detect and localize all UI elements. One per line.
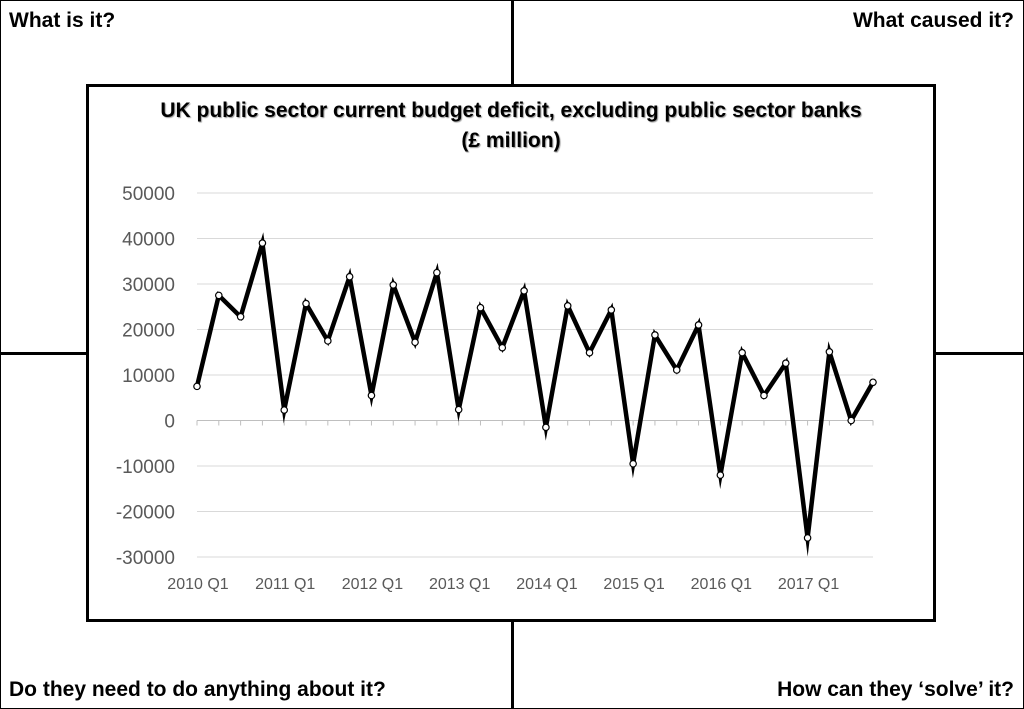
data-point <box>367 391 376 400</box>
x-tick-label: 2011 Q1 <box>255 576 315 593</box>
data-point <box>433 268 441 277</box>
prompt-what-is-it: What is it? <box>9 9 116 32</box>
data-point <box>280 406 289 414</box>
data-point <box>607 306 616 314</box>
data-point <box>781 359 790 367</box>
x-tick-label: 2015 Q1 <box>603 576 664 593</box>
x-tick-label: 2017 Q1 <box>778 576 839 593</box>
y-tick-label: 40000 <box>122 230 175 251</box>
prompt-what-caused-it: What caused it? <box>852 9 1014 32</box>
data-point <box>672 366 681 374</box>
quadrant-divider-top <box>511 0 514 86</box>
data-point <box>215 291 223 300</box>
chart-panel: UK public sector current budget deficit,… <box>86 84 936 622</box>
x-tick-label: 2012 Q1 <box>342 576 403 593</box>
data-point <box>847 416 855 425</box>
data-point <box>302 299 310 308</box>
y-tick-label: -10000 <box>116 457 175 478</box>
data-point <box>716 471 725 479</box>
data-point <box>454 405 463 414</box>
y-tick-label: -20000 <box>116 503 175 524</box>
quadrant-divider-left <box>0 352 88 355</box>
data-point <box>869 378 877 387</box>
data-point <box>585 348 594 357</box>
y-tick-label: 10000 <box>122 366 175 387</box>
data-point <box>825 347 834 356</box>
data-point <box>324 337 332 345</box>
data-point <box>651 331 659 339</box>
data-point <box>389 281 398 289</box>
chart-title-line-2: (£ million) <box>461 129 561 152</box>
data-point <box>476 303 485 312</box>
data-point <box>760 391 768 400</box>
data-point <box>694 321 703 329</box>
chart-title: UK public sector current budget deficit,… <box>89 96 933 156</box>
y-tick-label: -30000 <box>116 548 175 569</box>
quadrant-divider-bottom <box>511 622 514 709</box>
y-tick-label: 20000 <box>122 321 175 342</box>
data-point <box>542 423 550 432</box>
data-point <box>629 459 637 468</box>
data-point <box>498 343 507 352</box>
data-point <box>520 287 528 295</box>
chart-title-line-1: UK public sector current budget deficit,… <box>160 99 862 122</box>
data-point <box>236 312 245 321</box>
y-tick-label: 30000 <box>122 275 175 296</box>
quadrant-divider-right <box>936 352 1024 355</box>
data-point <box>563 302 572 310</box>
data-point <box>345 272 354 281</box>
x-tick-label: 2014 Q1 <box>516 576 577 593</box>
data-point <box>738 348 746 357</box>
data-point <box>411 338 419 347</box>
y-tick-label: 0 <box>164 412 175 433</box>
x-tick-label: 2010 Q1 <box>167 576 228 593</box>
data-point <box>803 534 812 542</box>
series-line <box>194 232 875 557</box>
prompt-need-to-act: Do they need to do anything about it? <box>9 678 386 701</box>
y-tick-label: 50000 <box>122 184 175 205</box>
line-chart: 50000 40000 30000 20000 10000 0 -10000 -20000 -3… <box>116 184 877 593</box>
data-point <box>193 382 201 391</box>
prompt-how-to-solve: How can they ‘solve’ it? <box>777 678 1014 701</box>
x-tick-label: 2016 Q1 <box>691 576 752 593</box>
x-tick-label: 2013 Q1 <box>429 576 490 593</box>
data-point <box>258 239 267 247</box>
